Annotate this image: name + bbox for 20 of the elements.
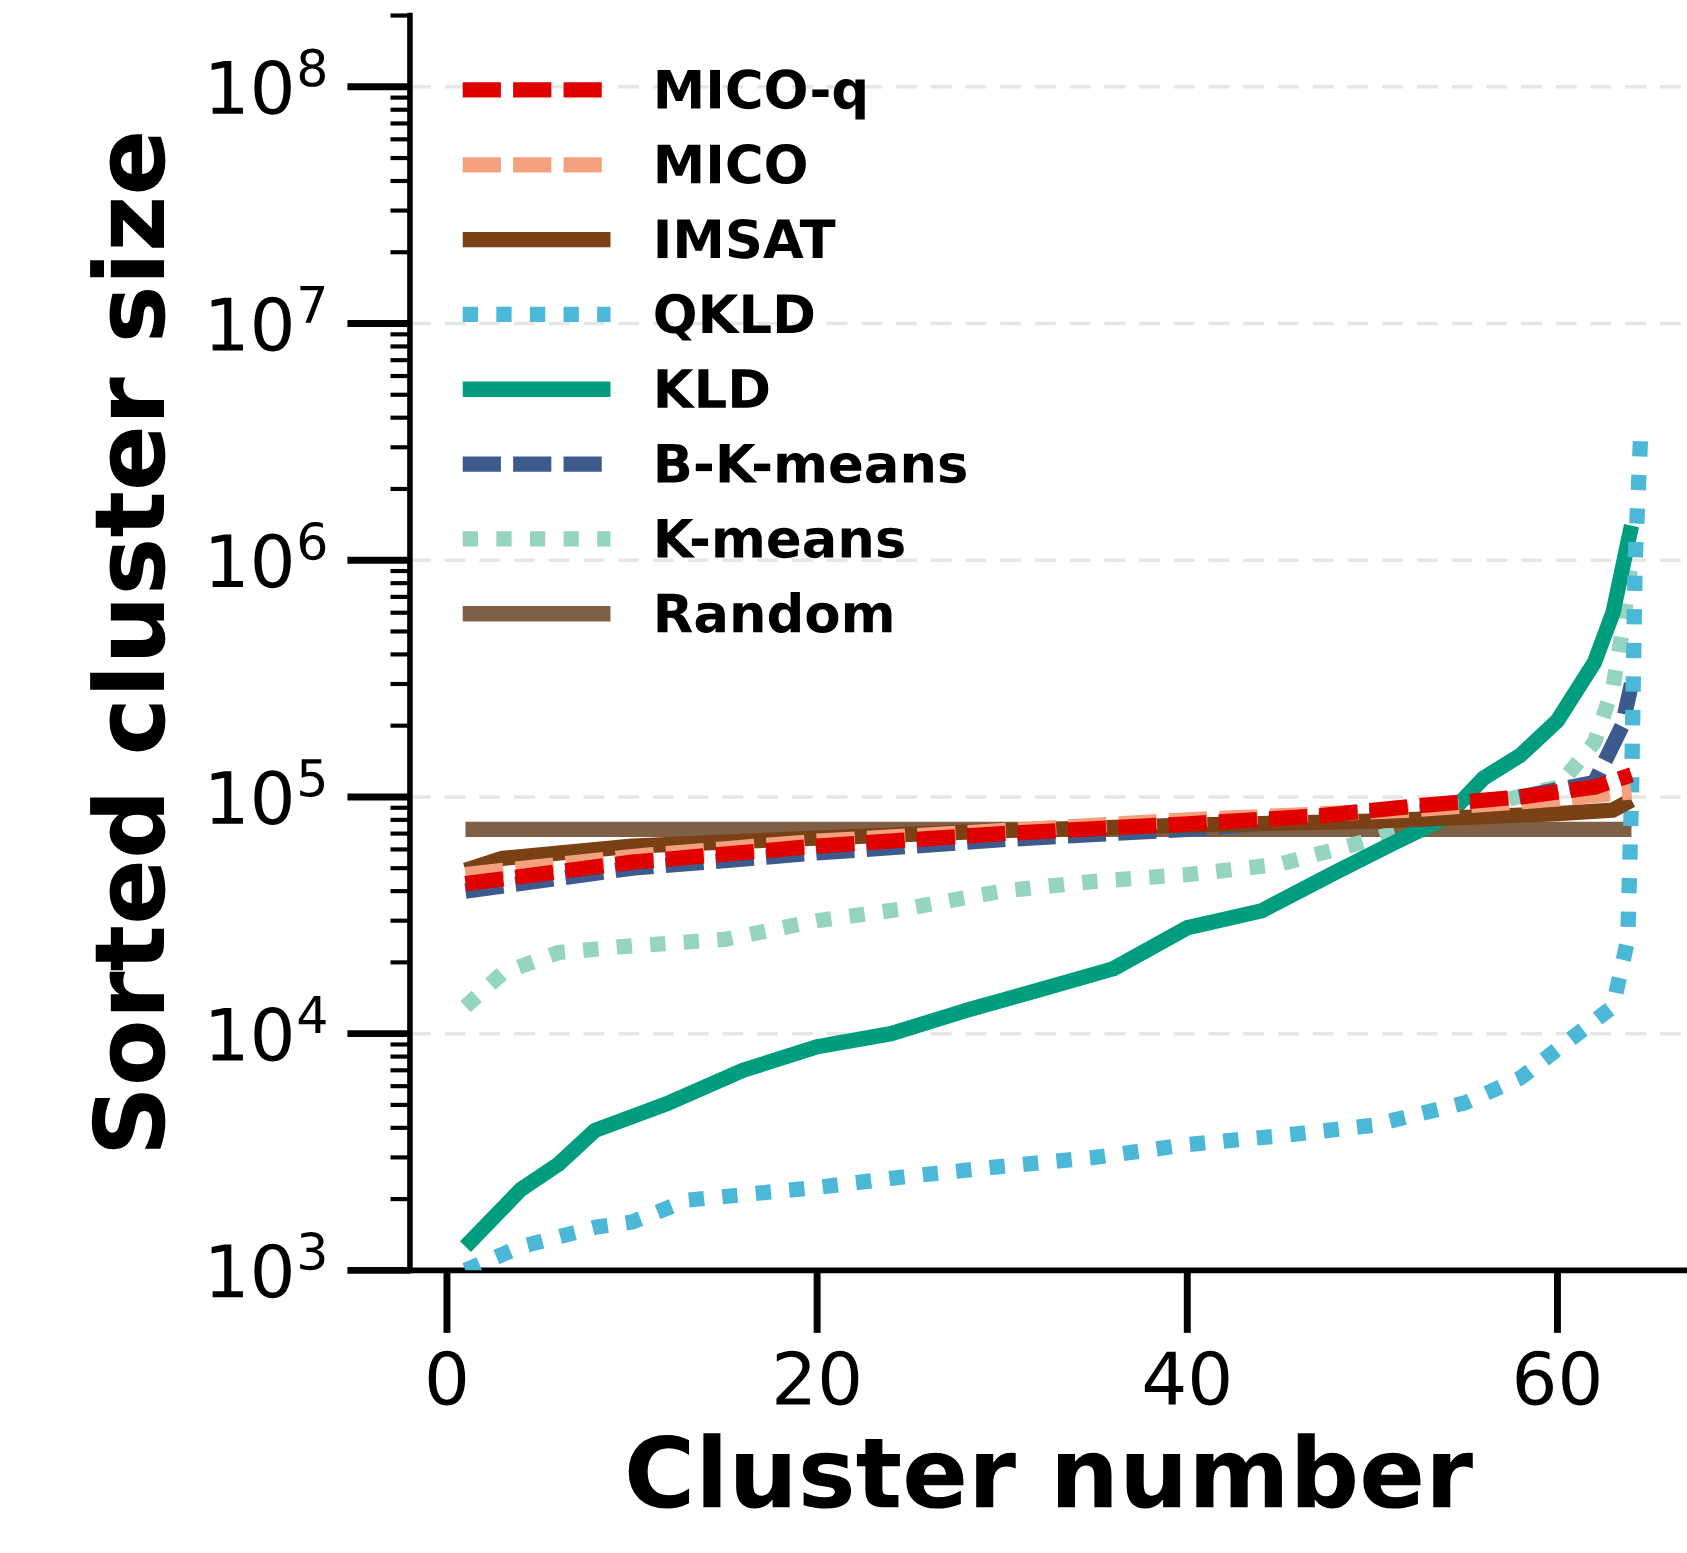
- y-tick-label: 10$^{4}$: [211, 996, 326, 1062]
- y-tick-label: 10$^{5}$: [211, 759, 324, 825]
- y-tick-label: 10$^{7}$: [211, 285, 325, 352]
- x-axis-title: Cluster number: [628, 1433, 1473, 1509]
- legend-label: K-means: [657, 518, 904, 559]
- legend-label: B-K-means: [657, 444, 966, 484]
- x-tick-label: 40: [1144, 1350, 1229, 1406]
- y-tick-label: 10$^{6}$: [211, 521, 326, 589]
- legend-label: QKLD: [655, 293, 814, 341]
- y-tick-label: 10$^{8}$: [211, 48, 325, 115]
- x-tick-label: 60: [1516, 1350, 1599, 1406]
- legend-label: KLD: [657, 369, 769, 408]
- legend-label: MICO-q: [657, 69, 865, 120]
- legend-label: Random: [657, 592, 892, 633]
- x-tick-label: 0: [428, 1350, 466, 1406]
- legend-label: MICO: [657, 144, 806, 184]
- legend-label: IMSAT: [657, 218, 836, 259]
- y-tick-label: 10$^{3}$: [211, 1232, 325, 1299]
- y-axis-title: Sorted cluster size: [90, 134, 166, 1150]
- x-tick-label: 20: [776, 1350, 859, 1406]
